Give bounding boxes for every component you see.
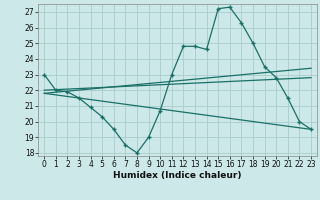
X-axis label: Humidex (Indice chaleur): Humidex (Indice chaleur): [113, 171, 242, 180]
